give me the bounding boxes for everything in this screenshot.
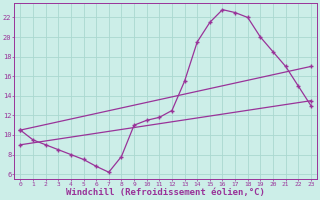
X-axis label: Windchill (Refroidissement éolien,°C): Windchill (Refroidissement éolien,°C) bbox=[66, 188, 265, 197]
